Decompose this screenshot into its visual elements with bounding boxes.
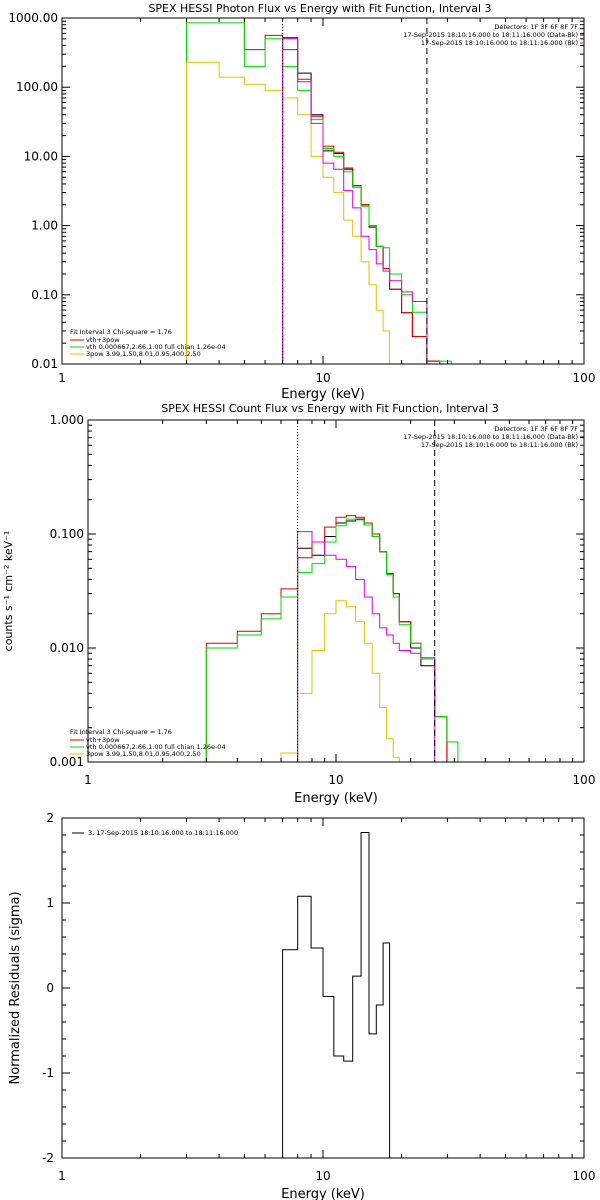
count-header: Detectors: 1F 3F 6F 8F 7F 17-Sep-2015 18… (403, 425, 578, 449)
count-series-group (205, 515, 459, 762)
residuals-y-tick-label: 1 (46, 896, 54, 910)
photon-x-label: Energy (keV) (281, 387, 365, 402)
photon-y-tick-label: 100.00 (16, 80, 58, 94)
photon-chart-title: SPEX HESSI Photon Flux vs Energy with Fi… (148, 2, 491, 15)
photon-axes: 1 10 100 0.01 0.10 1.00 10.00 100.00 1000.00 (8, 11, 595, 385)
count-x-tick-label: 1 (84, 773, 92, 787)
photon-legend-3pow: 3pow 3.99,1.50,8.01,0.95,400,2.50 (86, 350, 201, 358)
photon-detectors-text: Detectors: 1F 3F 6F 8F 7F (494, 23, 578, 31)
count-data-interval-text: 17-Sep-2015 18:10:16.000 to 18:11:16.000… (403, 433, 578, 441)
photon-y-tick-label: 0.01 (31, 357, 58, 371)
residuals-y-tick-label: -2 (42, 1151, 54, 1165)
count-fit-info: Fit Interval 3 Chi-square = 1.76 (70, 728, 172, 736)
count-chart-title: SPEX HESSI Count Flux vs Energy with Fit… (161, 402, 498, 415)
residuals-y-tick-label: 0 (46, 981, 54, 995)
count-x-tick-label: 10 (328, 773, 343, 787)
residuals-x-tick-label: 10 (315, 1169, 330, 1183)
count-legend-vth3pow: vth+3pow (86, 736, 120, 744)
count-bk-interval-text: 17-Sep-2015 18:10:16.000 to 18:11:16.000… (421, 441, 578, 449)
photon-legend-vth: vth 0.000667,2.66,1.00 full chian 1.26e-… (86, 343, 226, 351)
photon-plot-frame (61, 17, 585, 365)
residuals-legend-text: 3, 17-Sep-2015 18:10:16.000 to 18:11:16.… (88, 829, 238, 837)
residuals-axes: 1 10 100 -2 -1 0 1 2 (42, 811, 595, 1183)
photon-series-red (186, 17, 441, 364)
count-plot-frame (87, 419, 585, 763)
count-series-black (297, 518, 448, 762)
count-series-yellow (280, 600, 400, 762)
count-y-tick-label: 1.000 (50, 413, 84, 427)
photon-flux-panel: SPEX HESSI Photon Flux vs Energy with Fi… (8, 2, 595, 402)
residuals-legend: 3, 17-Sep-2015 18:10:16.000 to 18:11:16.… (72, 829, 238, 837)
count-series-green (205, 518, 459, 762)
count-legend: Fit Interval 3 Chi-square = 1.76 vth+3po… (70, 728, 226, 758)
residuals-y-tick-label: 2 (46, 811, 54, 825)
residuals-x-tick-label: 1 (58, 1169, 66, 1183)
count-x-label: Energy (keV) (294, 791, 378, 806)
photon-x-tick-label: 1 (58, 371, 66, 385)
photon-x-tick-label: 10 (315, 371, 330, 385)
residuals-panel: 1 10 100 -2 -1 0 1 2 3, 17-Sep-2015 18:10:16.00… (8, 811, 595, 1200)
count-axes: 1 10 100 0.001 0.010 0.100 1.000 (50, 413, 596, 787)
residuals-series-black (282, 832, 427, 1159)
photon-y-tick-label: 10.00 (24, 149, 58, 163)
photon-legend-vth3pow: vth+3pow (86, 336, 120, 344)
count-detectors-text: Detectors: 1F 3F 6F 8F 7F (494, 425, 578, 433)
photon-reference-lines (282, 18, 428, 364)
count-reference-lines (297, 420, 436, 762)
count-flux-panel: SPEX HESSI Count Flux vs Energy with Fit… (2, 402, 595, 806)
count-x-tick-label: 100 (573, 773, 596, 787)
residuals-x-label: Energy (keV) (281, 1187, 365, 1200)
photon-series-magenta (282, 38, 428, 364)
photon-fit-info: Fit Interval 3 Chi-square = 1.76 (70, 328, 172, 336)
photon-series-group (186, 17, 452, 365)
count-y-tick-label: 0.010 (50, 641, 84, 655)
count-legend-3pow: 3pow 3.99,1.50,8.01,0.95,400,2.50 (86, 750, 201, 758)
photon-bk-interval-text: 17-Sep-2015 18:10:16.000 to 18:11:16.000… (421, 39, 578, 47)
count-legend-vth: vth 0.000667,2.66,1.00 full chian 1.26e-… (86, 743, 226, 751)
residuals-series-group (282, 832, 427, 1159)
count-series-magenta (297, 531, 436, 762)
residuals-y-tick-label: -1 (42, 1066, 54, 1080)
photon-data-interval-text: 17-Sep-2015 18:10:16.000 to 18:11:16.000… (403, 31, 578, 39)
residuals-y-label: Normalized Residuals (sigma) (8, 891, 23, 1084)
photon-y-tick-label: 0.10 (31, 288, 58, 302)
count-y-tick-label: 0.001 (50, 755, 84, 769)
photon-y-tick-label: 1000.00 (8, 11, 58, 25)
count-y-tick-label: 0.100 (50, 527, 84, 541)
count-y-label: counts s⁻¹ cm⁻² keV⁻¹ (2, 531, 15, 652)
photon-header: Detectors: 1F 3F 6F 8F 7F 17-Sep-2015 18… (403, 23, 578, 47)
residuals-x-tick-label: 100 (573, 1169, 596, 1183)
photon-y-tick-label: 1.00 (31, 219, 58, 233)
photon-x-tick-label: 100 (573, 371, 596, 385)
photon-series-yellow (186, 61, 402, 365)
photon-legend: Fit Interval 3 Chi-square = 1.76 vth+3po… (70, 328, 226, 358)
